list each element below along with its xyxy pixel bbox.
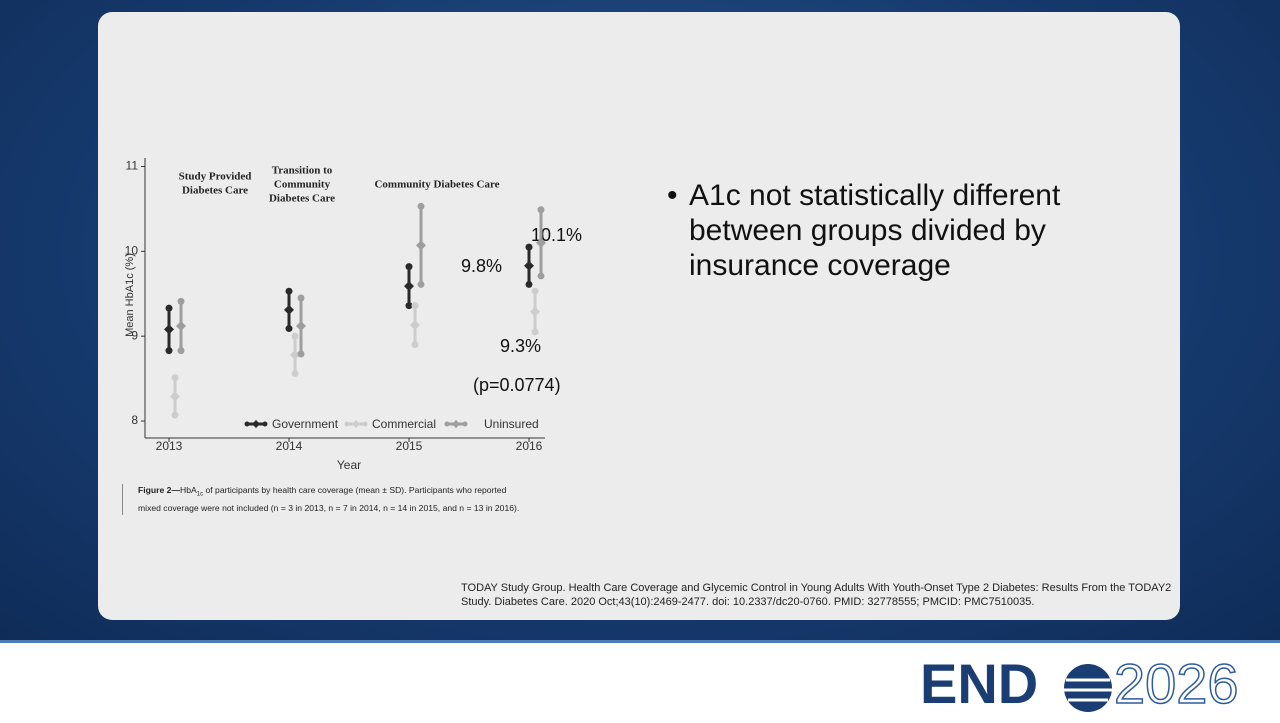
panel-label: Community Diabetes Care	[374, 179, 499, 191]
error-cap-top	[537, 206, 545, 214]
annotation: 9.8%	[461, 256, 502, 276]
citation-line: TODAY Study Group. Health Care Coverage …	[461, 582, 1172, 594]
caption-subscript: 1c	[196, 491, 204, 498]
citation: TODAY Study Group. Health Care Coverage …	[461, 581, 1180, 609]
error-cap-top	[165, 304, 173, 312]
mean-point	[416, 240, 426, 251]
error-cap-top	[171, 374, 179, 382]
error-cap-bottom	[405, 302, 413, 310]
error-cap-bottom	[417, 280, 425, 288]
y-tick-label: 11	[126, 159, 139, 173]
x-axis-title: Year	[337, 458, 361, 472]
logo-brand: END	[920, 652, 1038, 715]
y-axis-title: Mean HbA1c (%)	[124, 253, 136, 337]
logo-globe-lines	[1064, 678, 1112, 702]
error-cap-bottom	[531, 328, 539, 336]
error-cap-bottom	[525, 280, 533, 288]
legend-symbol	[362, 421, 368, 427]
legend-label: Commercial	[372, 417, 436, 431]
error-cap-bottom	[411, 341, 419, 349]
legend-symbol	[344, 421, 350, 427]
legend-label: Uninsured	[484, 417, 539, 431]
bullet-text: A1c not statistically different between …	[689, 179, 1061, 282]
legend-symbol	[452, 420, 460, 428]
mean-point	[170, 391, 180, 402]
error-cap-top	[531, 287, 539, 295]
error-cap-top	[291, 332, 299, 340]
legend-symbol	[262, 421, 268, 427]
legend-symbol	[444, 421, 450, 427]
annotation: 9.3%	[500, 336, 541, 356]
panel-label: Study Provided	[179, 171, 252, 183]
mean-point	[530, 306, 540, 317]
figure-caption: Figure 2—HbA1c of participants by health…	[122, 484, 519, 515]
mean-point	[164, 324, 174, 335]
legend-symbol	[252, 420, 260, 428]
legend-symbol	[352, 420, 360, 428]
error-cap-top	[525, 243, 533, 251]
error-cap-bottom	[165, 347, 173, 355]
mean-point	[524, 260, 534, 271]
error-cap-top	[297, 294, 305, 302]
legend-symbol	[244, 421, 250, 427]
error-cap-bottom	[177, 347, 185, 355]
panel-label: Diabetes Care	[182, 185, 248, 197]
error-cap-top	[405, 263, 413, 271]
error-cap-bottom	[291, 370, 299, 378]
y-tick-label: 10	[125, 244, 139, 258]
x-tick-label: 2014	[276, 439, 303, 453]
y-tick-label: 9	[131, 328, 138, 342]
mean-point	[176, 321, 186, 331]
bullet-item: • A1c not statistically different between…	[667, 178, 1107, 282]
error-cap-bottom	[537, 272, 545, 280]
x-tick-label: 2013	[156, 439, 183, 453]
error-cap-top	[417, 202, 425, 210]
logo-globe	[1064, 664, 1112, 712]
y-tick-label: 8	[131, 413, 138, 427]
error-cap-bottom	[297, 350, 305, 358]
annotation: 10.1%	[531, 225, 582, 245]
caption-text: mixed coverage were not included (n = 3 …	[138, 502, 520, 513]
mean-point	[290, 349, 300, 360]
mean-point	[536, 237, 546, 248]
panel-label: Community	[274, 179, 331, 191]
caption-label: Figure 2—	[138, 485, 181, 495]
content-card	[98, 12, 1180, 620]
mean-point	[296, 321, 306, 331]
caption-text: of participants by health care coverage …	[203, 485, 507, 495]
annotation: (p=0.0774)	[473, 375, 561, 395]
x-tick-label: 2016	[516, 439, 543, 453]
legend-label: Government	[272, 417, 339, 431]
legend-symbol	[462, 421, 468, 427]
citation-line: Study. Diabetes Care. 2020 Oct;43(10):24…	[461, 596, 1035, 608]
mean-point	[404, 281, 414, 292]
bullet-dot: •	[667, 179, 678, 212]
error-cap-top	[285, 287, 293, 295]
caption-text: HbA	[180, 485, 197, 495]
error-cap-bottom	[285, 325, 293, 333]
error-cap-top	[177, 297, 185, 305]
mean-point	[284, 304, 294, 315]
error-cap-top	[411, 302, 419, 310]
panel-label: Diabetes Care	[269, 193, 335, 205]
logo-year: 2026	[1114, 652, 1239, 715]
mean-point	[410, 320, 420, 331]
panel-label: Transition to	[272, 165, 333, 177]
error-cap-bottom	[171, 411, 179, 419]
x-tick-label: 2015	[396, 439, 423, 453]
